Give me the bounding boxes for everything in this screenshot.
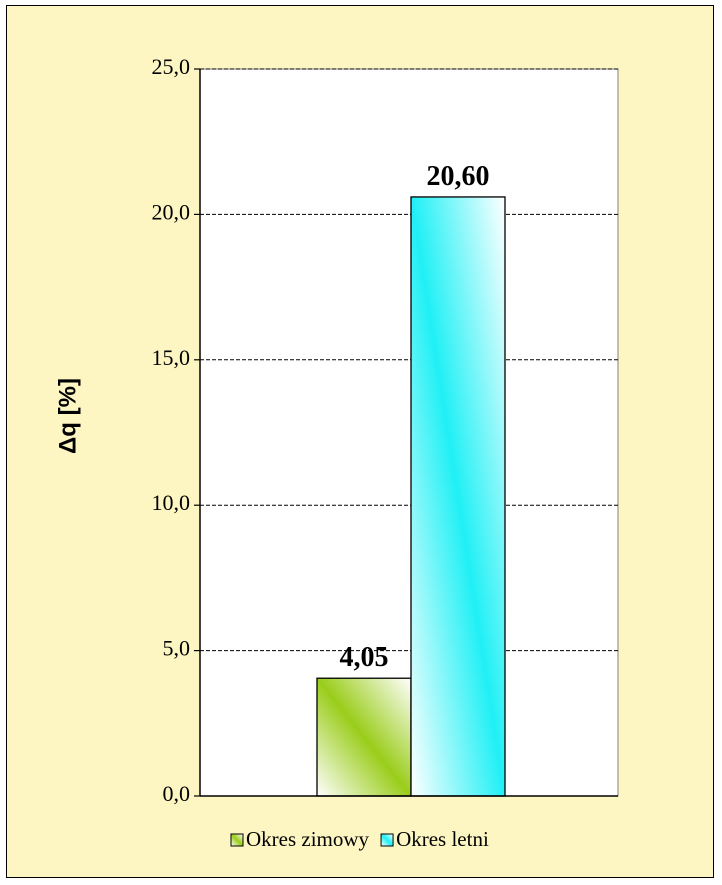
y-tick-label: 0,0 [163, 781, 191, 806]
data-label: 4,05 [340, 642, 389, 673]
bar-okres-zimowy [316, 677, 412, 797]
y-tick-label: 5,0 [163, 636, 191, 661]
y-tick-label: 20,0 [152, 199, 191, 224]
chart-frame: 0,0 5,0 10,0 15,0 20,0 25,0 4,05 20,60 Δq [%] … [6, 5, 714, 878]
legend-label: Okres zimowy [246, 827, 370, 851]
y-tick-label: 25,0 [152, 54, 191, 79]
y-tick-label: 10,0 [152, 490, 191, 515]
legend-swatch [380, 833, 394, 847]
y-axis-title: Δq [%] [54, 378, 81, 454]
bar-okres-letni [410, 196, 506, 797]
legend-swatch [230, 833, 244, 847]
plot-area [199, 68, 619, 797]
legend-label: Okres letni [396, 827, 489, 851]
y-tick-label: 15,0 [152, 345, 191, 370]
data-label: 20,60 [427, 161, 490, 192]
